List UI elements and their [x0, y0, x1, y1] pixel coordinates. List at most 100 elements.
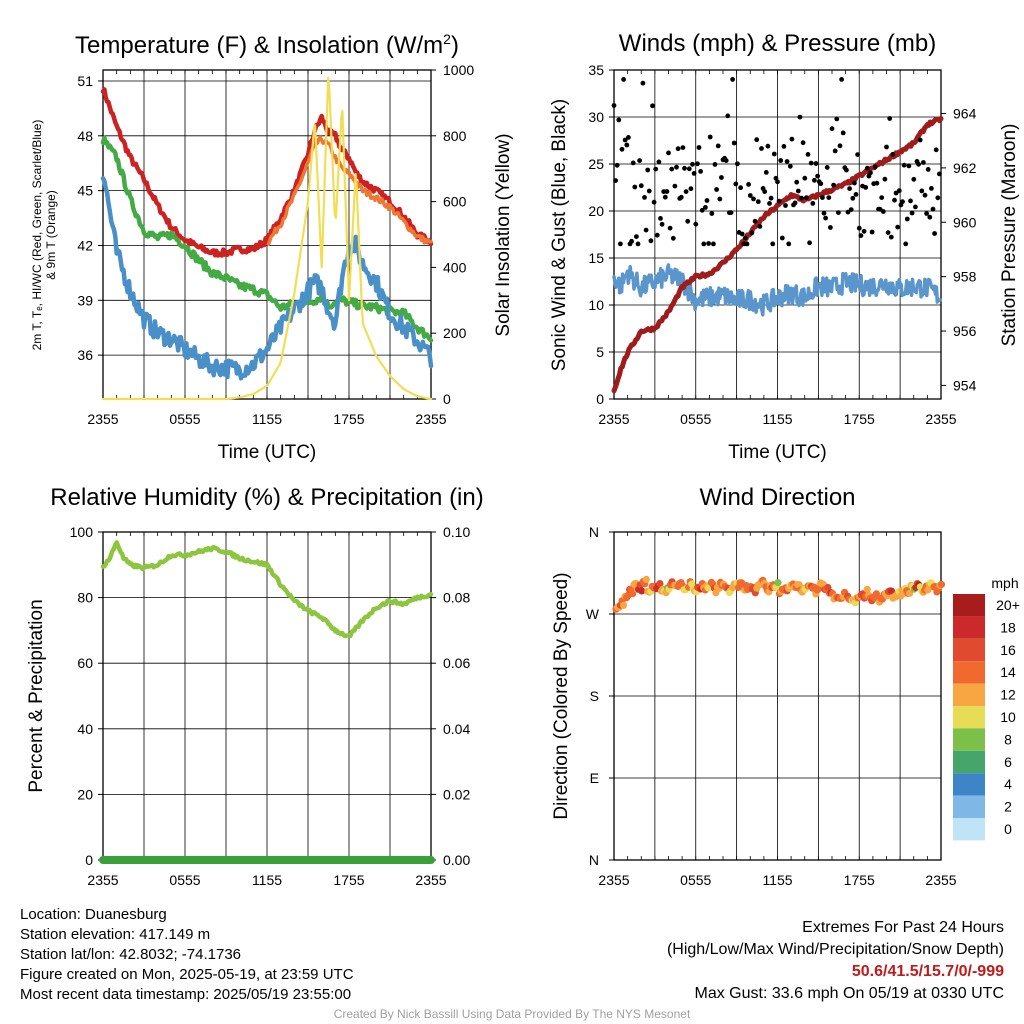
- panel-3-title: Relative Humidity (%) & Precipitation (i…: [50, 484, 483, 511]
- colorbar-label: 2: [1004, 799, 1012, 815]
- direction-point: [906, 589, 914, 597]
- gust-point: [763, 170, 769, 175]
- gust-point: [767, 201, 772, 206]
- y-tick-label-right: 0.00: [443, 852, 470, 868]
- colorbar-label: 0: [1004, 821, 1012, 837]
- gust-point: [711, 241, 716, 247]
- gust-point: [834, 116, 840, 122]
- gust-point: [858, 233, 864, 239]
- station-info: Location: Duanesburg Station elevation: …: [20, 905, 354, 1005]
- gust-point: [913, 204, 918, 210]
- gust-point: [675, 146, 681, 152]
- y-tick-label-right: 600: [443, 194, 467, 210]
- gust-point: [640, 80, 646, 86]
- gust-point: [630, 160, 636, 166]
- gust-point: [611, 103, 617, 108]
- x-tick-label: 2355: [925, 411, 956, 427]
- gust-point: [678, 194, 684, 200]
- gust-point: [837, 143, 843, 149]
- y-tick-label: S: [590, 688, 599, 704]
- x-tick-label: 2355: [598, 872, 629, 888]
- gust-point: [658, 216, 663, 221]
- gust-point: [688, 186, 694, 192]
- x-tick-label: 1755: [844, 411, 875, 427]
- gust-point: [935, 195, 941, 201]
- gust-point: [749, 230, 755, 236]
- gust-point: [863, 185, 869, 190]
- title-superscript: 2: [443, 31, 451, 47]
- x-tick-label: 0555: [680, 872, 711, 888]
- y-tick-label: 5: [596, 344, 604, 360]
- gust-point: [888, 234, 894, 240]
- gust-point: [664, 189, 670, 194]
- direction-point: [774, 579, 782, 587]
- gust-point: [731, 140, 737, 146]
- gust-point: [869, 229, 875, 235]
- gust-point: [776, 198, 782, 204]
- gust-point: [815, 173, 820, 179]
- y-tick-label-right: 962: [953, 160, 977, 176]
- gust-point: [667, 225, 673, 231]
- gust-point: [696, 145, 702, 150]
- gust-point: [725, 113, 731, 119]
- x-tick-label: 1755: [333, 872, 364, 888]
- panel-2-x-label: Time (UTC): [728, 442, 827, 463]
- gust-point: [751, 196, 756, 202]
- gust-point: [719, 175, 724, 180]
- gust-point: [818, 181, 824, 187]
- gust-point: [765, 143, 771, 149]
- gust-point: [895, 224, 901, 230]
- gust-point: [919, 188, 925, 194]
- gust-point: [839, 77, 844, 82]
- title-close-paren: ): [451, 32, 459, 59]
- gust-point: [924, 211, 929, 216]
- gust-point: [691, 171, 697, 176]
- gust-point: [646, 188, 652, 194]
- gust-point: [730, 77, 735, 82]
- panel-3-frame: [102, 531, 432, 861]
- gust-point: [699, 207, 705, 213]
- gust-point: [643, 227, 649, 233]
- gust-point: [723, 158, 729, 164]
- y-tick-label: 80: [77, 590, 93, 606]
- x-tick-label: 0555: [169, 411, 200, 427]
- gust-point: [629, 238, 634, 244]
- x-tick-label: 2355: [87, 411, 118, 427]
- gust-point: [717, 196, 723, 202]
- gust-point: [626, 135, 631, 140]
- gust-point: [637, 158, 642, 164]
- gust-point: [848, 207, 854, 213]
- gust-point: [672, 183, 678, 189]
- gust-point: [917, 137, 923, 143]
- gust-point: [624, 142, 630, 148]
- x-tick-label: 1755: [844, 872, 875, 888]
- gust-point: [832, 148, 838, 154]
- y-tick-label: 0: [85, 852, 93, 868]
- gust-point: [930, 206, 936, 212]
- colorbar-label: 4: [1004, 776, 1012, 792]
- y-tick-label: 42: [77, 237, 93, 253]
- gust-point: [836, 210, 841, 216]
- y-tick-label-right: 400: [443, 259, 467, 275]
- y-tick-label: 51: [77, 73, 93, 89]
- colorbar-swatch: [953, 728, 985, 751]
- gust-point: [850, 195, 856, 201]
- gust-point: [783, 203, 788, 208]
- y-tick-label-right: 956: [953, 323, 977, 339]
- colorbar-swatch: [953, 706, 985, 729]
- gust-point: [645, 167, 651, 173]
- created-text: Figure created on Mon, 2025-05-19, at 23…: [20, 966, 354, 983]
- gust-point: [619, 146, 625, 152]
- colorbar-unit: mph: [991, 575, 1018, 591]
- gust-point: [735, 161, 740, 167]
- x-tick-label: 2355: [415, 872, 446, 888]
- y-tick-label-right: 958: [953, 269, 977, 285]
- gust-point: [674, 164, 679, 170]
- y-tick-label-right: 960: [953, 214, 977, 230]
- gust-point: [770, 241, 776, 247]
- panel-2-y-label: Sonic Wind & Gust (Blue, Black): [549, 99, 570, 371]
- series-line-td: [100, 135, 434, 343]
- gust-point: [635, 241, 641, 247]
- direction-point: [887, 587, 896, 595]
- y-tick-label: 10: [588, 297, 604, 313]
